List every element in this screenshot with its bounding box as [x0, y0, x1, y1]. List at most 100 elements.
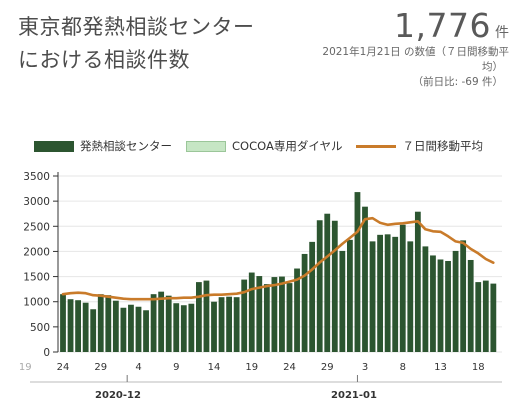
page-title: 東京都発熱相談センター における相談件数 [18, 11, 255, 77]
bar [437, 259, 444, 352]
legend-swatch-average [356, 144, 397, 148]
chart-legend: 発熱相談センター COCOA専用ダイヤル ７日間移動平均 [34, 138, 497, 154]
bar [143, 310, 149, 352]
bar [82, 302, 89, 352]
y-tick-label: 2000 [23, 246, 50, 258]
bar [399, 224, 406, 352]
bar [316, 220, 323, 352]
moving-average-line [61, 216, 495, 301]
bar [384, 234, 391, 352]
summary-panel: 1,776 件 2021年1月21日 の数値（７日間移動平 均） （前日比: -6… [322, 6, 509, 90]
bar [158, 291, 165, 352]
bar [203, 280, 210, 352]
y-tick-label: 2500 [23, 221, 50, 233]
bar [324, 213, 331, 352]
legend-item-average[interactable]: ７日間移動平均 [356, 138, 483, 154]
x-tick-label: 29 [321, 362, 334, 373]
page-title-line1: 東京都発熱相談センター [18, 15, 255, 39]
y-tick-label: 3500 [23, 171, 50, 183]
x-tick-label: 29 [94, 362, 107, 373]
bar [226, 296, 232, 352]
bar [75, 300, 81, 352]
x-tick-label: 4 [135, 362, 141, 373]
y-tick-label: 500 [30, 322, 50, 334]
x-tick-label: 19 [19, 362, 32, 373]
bar [211, 301, 217, 352]
legend-swatch-center [34, 140, 74, 152]
y-tick-label: 3000 [23, 196, 50, 208]
legend-label-center: 発熱相談センター [80, 139, 172, 153]
bar [112, 300, 119, 352]
legend-label-average: ７日間移動平均 [402, 139, 483, 153]
bar [294, 268, 300, 352]
bar [422, 246, 429, 352]
summary-note-line3: （前日比: -69 件） [412, 76, 503, 88]
bar [173, 303, 180, 352]
bar [150, 294, 157, 352]
bar [279, 276, 285, 352]
bar [339, 250, 346, 352]
page-title-line2: における相談件数 [18, 48, 190, 72]
legend-item-cocoa[interactable]: COCOA専用ダイヤル [186, 138, 342, 154]
bar [452, 250, 459, 352]
y-tick-label: 0 [43, 347, 50, 359]
x-tick-label: 3 [362, 362, 368, 373]
consultation-chart: 0 500 1000 1500 2000 2500 3000 3500 19 24 29 4 9 14 19… [19, 171, 502, 401]
legend-swatch-cocoa [186, 140, 226, 152]
bar [60, 294, 66, 352]
summary-value: 1,776 [394, 6, 491, 45]
summary-unit: 件 [495, 25, 509, 41]
bar [97, 294, 104, 352]
bar [271, 277, 278, 352]
bar [347, 239, 353, 352]
bar [256, 276, 263, 352]
month-label: 2021-01 [331, 390, 377, 401]
bar [445, 260, 451, 352]
bar [165, 295, 172, 352]
bar [67, 299, 74, 352]
bar [467, 259, 474, 352]
x-tick-label: 8 [400, 362, 406, 373]
bar [309, 241, 316, 352]
bar [180, 305, 187, 352]
summary-note-line1: 2021年1月21日 の数値（７日間移動平 [322, 46, 509, 58]
bar [490, 283, 497, 352]
x-tick-label: 19 [245, 362, 258, 373]
bar [377, 234, 383, 352]
bar [218, 297, 225, 352]
y-tick-label: 1000 [23, 297, 50, 309]
bar [90, 309, 97, 352]
summary-note-line2: 均） [482, 61, 503, 73]
bar [460, 240, 467, 352]
x-tick-label: 24 [283, 362, 296, 373]
bar [248, 272, 255, 352]
bar [188, 303, 195, 352]
bar [301, 253, 308, 352]
legend-item-center[interactable]: 発熱相談センター [34, 138, 172, 154]
x-tick-label: 24 [57, 362, 70, 373]
bar [354, 192, 361, 352]
bar [482, 280, 489, 352]
bar [430, 255, 436, 352]
bar [331, 220, 338, 352]
bar [263, 284, 270, 352]
bar [233, 297, 240, 352]
x-tick-label: 14 [208, 362, 221, 373]
bar [196, 282, 202, 352]
bar [369, 241, 376, 352]
bar [392, 236, 399, 352]
bar [120, 307, 127, 352]
bar [105, 295, 112, 352]
x-tick-label: 13 [434, 362, 447, 373]
bar [414, 211, 421, 352]
bar [407, 241, 414, 352]
bar [475, 282, 482, 352]
bar [362, 206, 368, 352]
x-tick-label: 9 [173, 362, 179, 373]
legend-label-cocoa: COCOA専用ダイヤル [232, 139, 343, 153]
bar [128, 304, 134, 352]
x-tick-label: 18 [472, 362, 485, 373]
bar [241, 279, 248, 352]
bar [286, 283, 293, 352]
month-label: 2020-12 [95, 390, 141, 401]
